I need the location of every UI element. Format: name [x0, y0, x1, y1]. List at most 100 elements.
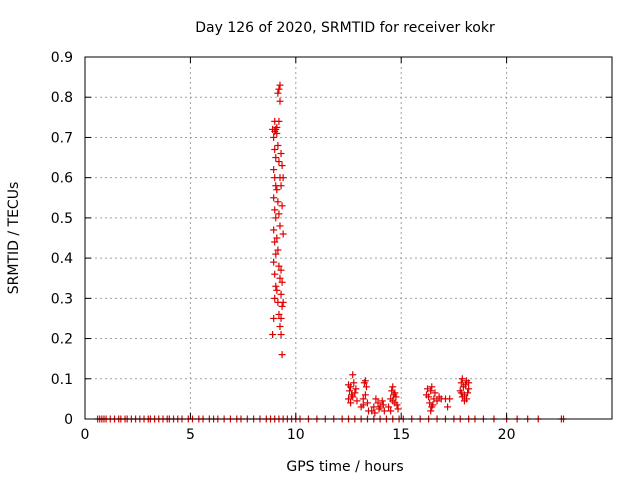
- y-tick-label: 0.3: [51, 291, 73, 307]
- y-tick-label: 0.9: [51, 50, 73, 66]
- data-point: [279, 230, 287, 238]
- data-point: [274, 246, 282, 254]
- data-point: [270, 166, 278, 174]
- data-point: [277, 290, 285, 298]
- x-tick-label: 5: [186, 427, 195, 443]
- y-tick-label: 0.1: [51, 372, 73, 388]
- data-point: [463, 395, 471, 403]
- data-point: [433, 397, 441, 405]
- data-point: [428, 383, 436, 391]
- data-point: [270, 226, 278, 234]
- y-axis-title: SRMTID / TECUs: [6, 182, 22, 295]
- data-point: [275, 117, 283, 125]
- x-tick-label: 15: [392, 427, 410, 443]
- data-point: [394, 405, 402, 413]
- data-point: [393, 401, 401, 409]
- axis-ticks: [84, 56, 612, 420]
- data-point: [278, 202, 286, 210]
- data-point: [271, 146, 279, 154]
- x-tick-label: 10: [287, 427, 305, 443]
- grid-lines: [85, 57, 612, 419]
- x-tick-labels: 0 5 10 15 20: [81, 427, 516, 443]
- data-point: [277, 314, 285, 322]
- data-point: [278, 302, 286, 310]
- data-point: [349, 393, 357, 401]
- data-point: [444, 403, 452, 411]
- data-point: [345, 381, 352, 389]
- data-point: [378, 397, 386, 405]
- data-point: [361, 391, 369, 399]
- data-point: [372, 395, 380, 403]
- data-point: [359, 401, 367, 409]
- data-point: [276, 97, 284, 105]
- data-point: [274, 89, 282, 97]
- data-point: [278, 278, 286, 286]
- data-point: [458, 393, 466, 401]
- data-point: [274, 198, 282, 206]
- data-point: [277, 331, 285, 339]
- data-points: [94, 81, 568, 423]
- data-point: [391, 389, 399, 397]
- plot-frame: [84, 56, 613, 420]
- data-point: [275, 310, 283, 318]
- data-point: [385, 403, 393, 411]
- data-point: [457, 379, 465, 387]
- x-axis-title: GPS time / hours: [286, 459, 403, 475]
- data-point: [362, 383, 370, 391]
- data-point: [272, 250, 280, 258]
- data-point: [272, 282, 280, 290]
- data-point: [270, 133, 278, 141]
- x-tick-label: 20: [498, 427, 516, 443]
- chart-title: Day 126 of 2020, SRMTID for receiver kok…: [195, 20, 495, 36]
- data-point: [278, 351, 286, 359]
- data-point: [352, 385, 360, 393]
- data-point: [276, 322, 284, 330]
- data-point: [374, 399, 382, 407]
- y-tick-label: 0.6: [51, 171, 73, 187]
- data-point: [351, 389, 359, 397]
- data-point: [427, 407, 435, 415]
- data-point: [276, 222, 284, 230]
- data-point: [277, 150, 285, 158]
- data-point: [389, 383, 397, 391]
- data-point: [380, 407, 388, 415]
- data-point: [274, 141, 282, 149]
- data-point: [431, 389, 439, 397]
- data-point: [465, 385, 473, 393]
- data-point: [465, 379, 473, 387]
- data-point: [375, 405, 383, 413]
- data-point: [428, 403, 436, 411]
- data-point: [277, 182, 285, 190]
- data-point: [345, 395, 352, 403]
- data-point: [457, 389, 465, 397]
- data-point: [275, 210, 283, 218]
- data-point: [270, 314, 278, 322]
- data-point: [272, 214, 280, 222]
- data-point: [275, 262, 283, 270]
- data-point: [269, 331, 277, 339]
- data-point: [379, 401, 387, 409]
- data-point: [271, 238, 279, 246]
- data-point: [271, 206, 279, 214]
- data-point: [271, 294, 279, 302]
- data-point: [271, 127, 279, 135]
- data-point: [346, 387, 354, 395]
- data-point: [389, 397, 397, 405]
- y-tick-label: 0.7: [51, 130, 73, 146]
- data-point: [277, 266, 285, 274]
- data-point: [370, 403, 378, 411]
- y-tick-label: 0.4: [51, 251, 73, 267]
- data-point: [279, 298, 287, 306]
- data-point: [350, 379, 358, 387]
- data-point: [427, 387, 435, 395]
- data-point: [276, 81, 284, 89]
- data-point: [275, 85, 283, 93]
- data-point: [458, 375, 466, 383]
- data-point: [387, 407, 395, 415]
- data-point: [359, 395, 367, 403]
- y-tick-label: 0.8: [51, 90, 73, 106]
- y-tick-label: 0: [64, 412, 73, 428]
- data-point: [353, 397, 361, 405]
- data-point: [270, 258, 278, 266]
